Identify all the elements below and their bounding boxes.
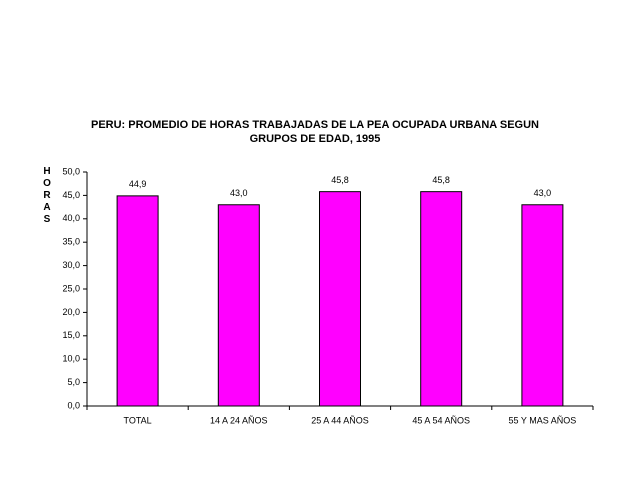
value-label: 45,8	[432, 175, 450, 185]
y-tick-label: 5,0	[67, 377, 80, 387]
y-tick-label: 45,0	[62, 190, 80, 200]
x-tick-label: 14 A 24 AÑOS	[210, 415, 268, 425]
value-label: 45,8	[331, 175, 349, 185]
y-tick-label: 0,0	[67, 400, 80, 410]
x-tick-label: 45 A 54 AÑOS	[412, 415, 470, 425]
y-tick-label: 50,0	[62, 166, 80, 176]
x-tick-label: 25 A 44 AÑOS	[311, 415, 369, 425]
bar	[521, 204, 564, 407]
x-tick-label: TOTAL	[124, 415, 152, 425]
y-tick-label: 10,0	[62, 354, 80, 364]
value-label: 43,0	[230, 188, 248, 198]
bar	[420, 191, 463, 407]
bar	[217, 204, 260, 407]
y-tick-label: 35,0	[62, 237, 80, 247]
y-tick-label: 30,0	[62, 260, 80, 270]
x-tick-label: 55 Y MAS AÑOS	[509, 415, 577, 425]
y-tick-label: 40,0	[62, 213, 80, 223]
chart-title: PERU: PROMEDIO DE HORAS TRABAJADAS DE LA…	[91, 119, 539, 131]
chart-title: GRUPOS DE EDAD, 1995	[250, 133, 381, 145]
y-tick-label: 20,0	[62, 307, 80, 317]
bar	[319, 191, 361, 407]
y-tick-label: 15,0	[62, 330, 80, 340]
value-label: 44,9	[129, 179, 147, 189]
bar	[116, 195, 159, 407]
y-tick-label: 25,0	[62, 283, 80, 293]
value-label: 43,0	[534, 188, 552, 198]
